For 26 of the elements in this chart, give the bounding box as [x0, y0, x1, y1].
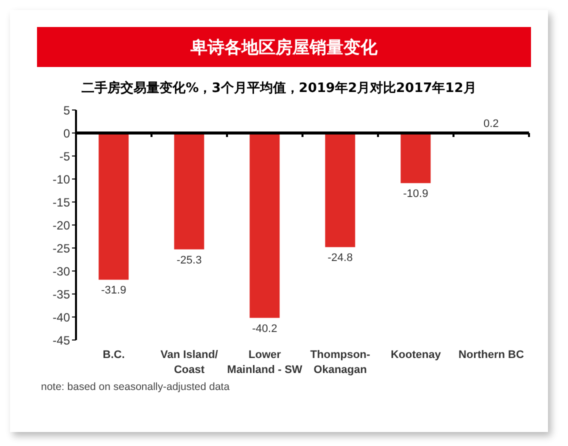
y-tick-label: 0: [63, 126, 70, 140]
y-tick-label: -35: [52, 287, 70, 302]
data-label: -25.3: [176, 254, 202, 266]
text: note: based on seasonally-adjusted data: [41, 381, 230, 393]
y-tick-label: 5: [63, 103, 70, 118]
y-tick-label: -10: [52, 172, 70, 186]
y-tick-label: -15: [52, 195, 70, 210]
y-tick-label: -20: [52, 218, 70, 232]
x-tick-label: Northern BC: [458, 349, 524, 361]
x-tick-label: B.C.: [102, 349, 125, 361]
y-tick-label: -40: [52, 310, 70, 324]
x-tick-label: Thompson-Okanagan: [310, 349, 371, 376]
data-label: 0.2: [484, 118, 499, 130]
x-tick-label: Lower Mainland - SW: [227, 349, 303, 376]
x-tick-label: Van Island/ Coast: [160, 349, 218, 376]
data-label: -31.9: [101, 284, 126, 297]
chart-subtitle: 二手房交易量变化%，3个月平均值，2019年2月对比2017年12月: [82, 81, 476, 96]
y-tick-label: -5: [59, 149, 70, 164]
x-tick-label: Kootenay: [390, 349, 442, 361]
y-tick-label: -25: [52, 241, 70, 256]
y-tick-label: -45: [52, 333, 70, 348]
data-label: -24.8: [328, 252, 353, 264]
data-label: -40.2: [252, 322, 278, 335]
y-tick-label: -30: [52, 264, 70, 278]
chart-title: 卑诗各地区房屋销量变化: [190, 36, 378, 58]
data-label: -10.9: [403, 188, 428, 200]
